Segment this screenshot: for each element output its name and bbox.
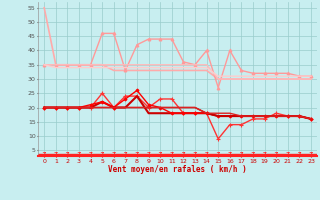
X-axis label: Vent moyen/en rafales ( km/h ): Vent moyen/en rafales ( km/h ): [108, 165, 247, 174]
